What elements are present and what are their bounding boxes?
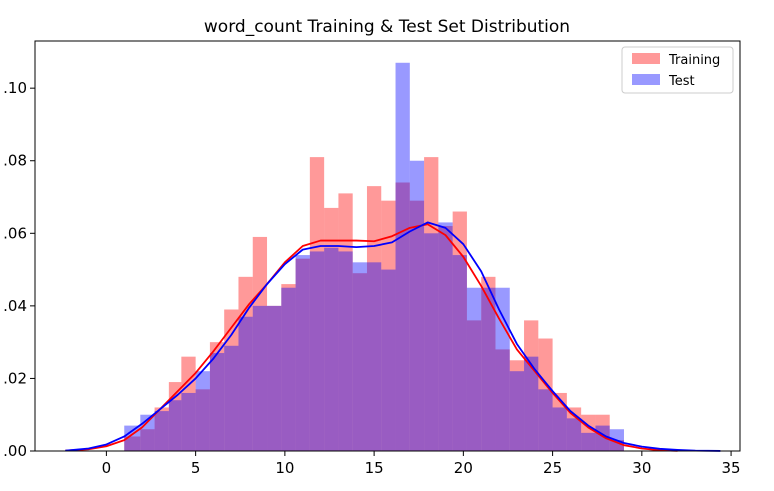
test-bar-8 (238, 316, 253, 451)
test-bar-1 (140, 414, 155, 451)
y-tick-label: .00 (3, 442, 27, 460)
x-tick-label: 15 (365, 459, 384, 477)
y-tick-label: .06 (3, 224, 27, 242)
test-bar-9 (252, 305, 268, 451)
test-bar-29 (538, 389, 553, 451)
training-bar-0 (124, 436, 141, 451)
training-bar-20 (409, 200, 425, 451)
kde-lines (65, 221, 721, 452)
test-bar-23 (452, 255, 467, 451)
test-bar-17 (366, 262, 382, 451)
training-bar-8 (238, 276, 253, 451)
training-bar-19 (395, 182, 410, 451)
legend: Training Test (621, 46, 734, 94)
test-bar-32 (581, 432, 596, 451)
training-bar-33 (595, 414, 610, 451)
training-bar-25 (481, 276, 496, 451)
training-bar-9 (252, 236, 268, 451)
legend-swatch-test (632, 74, 660, 85)
x-tick-label: 10 (275, 459, 294, 477)
x-tick-label: 35 (722, 459, 741, 477)
training-bars (124, 157, 624, 452)
legend-box (621, 46, 734, 94)
chart-title: word_count Training & Test Set Distribut… (204, 17, 570, 37)
training-bar-5 (195, 389, 210, 451)
training-bar-7 (224, 309, 239, 451)
test-bar-26 (495, 287, 510, 451)
training-bar-10 (267, 305, 282, 451)
test-bar-16 (352, 262, 367, 451)
test-bar-13 (309, 251, 325, 451)
training-bar-30 (552, 392, 567, 451)
test-bar-7 (224, 345, 239, 451)
legend-swatch-training (632, 53, 660, 64)
training-bar-11 (281, 284, 296, 451)
test-bars (124, 62, 624, 452)
training-bar-6 (209, 342, 225, 451)
x-tick-label: 5 (191, 459, 201, 477)
training-bar-1 (140, 429, 155, 451)
y-tick-label: .02 (3, 369, 27, 387)
test-bar-12 (295, 255, 310, 451)
test-bar-28 (524, 356, 539, 451)
test-bar-19 (395, 62, 410, 452)
training-bar-18 (381, 200, 396, 451)
test-bar-24 (466, 287, 482, 451)
training-bar-28 (524, 320, 539, 451)
test-bar-2 (154, 411, 169, 451)
training-bar-27 (509, 360, 525, 451)
test-bar-20 (409, 160, 425, 452)
training-bar-2 (154, 407, 169, 451)
training-bar-12 (295, 258, 310, 451)
x-tick-label: 30 (632, 459, 651, 477)
plot-frame (34, 40, 741, 452)
training-bar-13 (309, 157, 325, 452)
x-tick-label: 25 (543, 459, 562, 477)
y-axis: .00 .02 .04 .06 .08 .10 (3, 79, 35, 460)
y-tick-label: .08 (3, 152, 27, 170)
training-bar-23 (452, 211, 467, 451)
training-bar-22 (438, 226, 453, 451)
test-bar-21 (424, 233, 439, 451)
y-tick-label: .10 (3, 79, 27, 97)
test-bar-11 (281, 287, 296, 451)
legend-label-test: Test (668, 74, 695, 89)
training-bar-29 (538, 338, 553, 451)
y-tick-label: .04 (3, 297, 27, 315)
training-bar-14 (324, 207, 339, 451)
x-tick-label: 20 (454, 459, 473, 477)
training-bar-26 (495, 349, 510, 451)
test-bar-4 (181, 392, 196, 451)
test-bar-30 (552, 407, 567, 451)
test-bar-6 (209, 353, 225, 451)
training-kde-line (65, 223, 678, 452)
test-bar-18 (381, 269, 396, 451)
training-bar-21 (424, 157, 439, 452)
x-axis: 0 5 10 15 20 25 30 35 (102, 451, 741, 477)
x-tick-label: 0 (102, 459, 112, 477)
test-bar-3 (168, 400, 182, 451)
test-bar-25 (481, 287, 496, 451)
training-bar-17 (366, 186, 382, 451)
training-bar-15 (338, 193, 353, 451)
test-bar-15 (338, 251, 353, 451)
test-bar-10 (267, 305, 282, 451)
test-bar-22 (438, 222, 453, 451)
legend-label-training: Training (668, 53, 720, 68)
test-kde-line (65, 221, 721, 452)
test-bar-27 (509, 371, 525, 451)
training-bar-4 (181, 356, 196, 451)
test-bar-5 (195, 371, 210, 451)
training-bar-24 (466, 320, 482, 451)
training-bar-16 (352, 273, 367, 451)
test-bar-31 (566, 418, 582, 451)
training-bar-34 (609, 440, 624, 451)
test-bar-14 (324, 247, 339, 451)
